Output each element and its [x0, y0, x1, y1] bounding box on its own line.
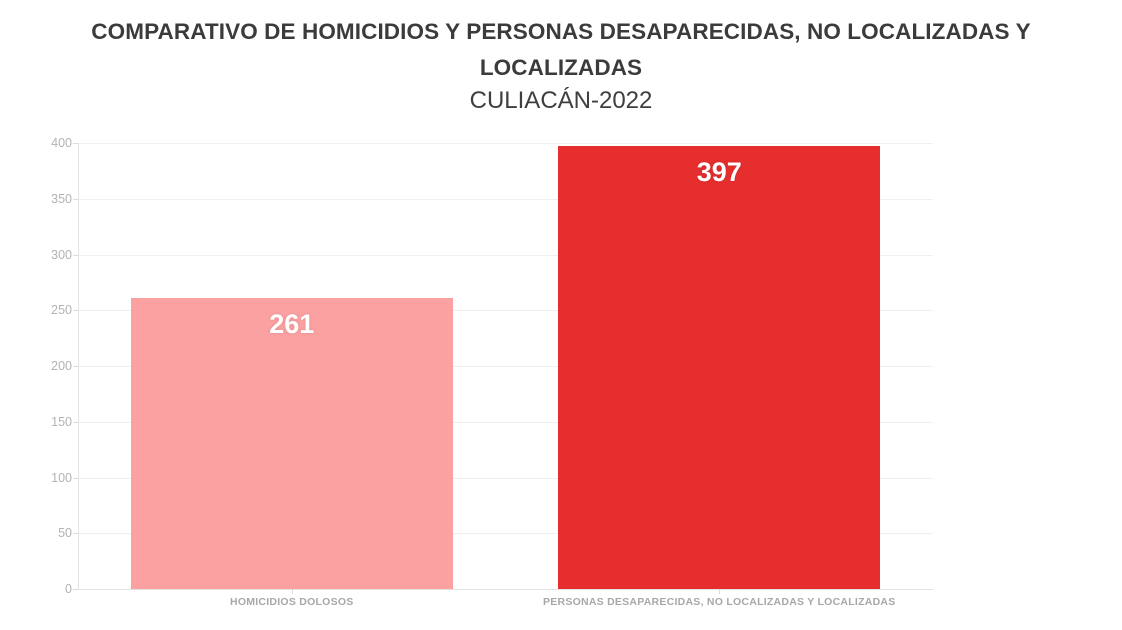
y-axis-tick-300 — [73, 254, 78, 256]
bar-value-label: 261 — [269, 308, 315, 339]
x-axis-category-label-1: HOMICIDIOS DOLOSOS — [229, 596, 354, 608]
y-axis-tick-100 — [73, 477, 78, 479]
chart-subtitle: CULIACÁN-2022 — [469, 87, 653, 114]
chart-title-line2: LOCALIZADAS — [479, 55, 643, 80]
x-axis-tick-2 — [719, 589, 721, 594]
y-axis-tick-0 — [73, 589, 78, 590]
y-axis-tick-label-150: 150 — [51, 414, 72, 429]
y-axis-tick-label-400: 400 — [51, 136, 72, 150]
y-axis-tick-label-100: 100 — [51, 470, 72, 485]
y-axis-tick-label-0: 0 — [65, 582, 72, 596]
y-axis-tick-250 — [73, 310, 78, 312]
gridline-400 — [78, 143, 933, 144]
y-axis-tick-label-250: 250 — [51, 303, 72, 318]
y-axis-tick-50 — [73, 533, 78, 535]
gridline-200 — [78, 366, 933, 367]
chart-title-line1: COMPARATIVO DE HOMICIDIOS Y PERSONAS DES… — [91, 19, 1031, 44]
y-axis-tick-label-350: 350 — [51, 191, 72, 206]
bar-personas-desaparecidas-no-localizadas-y-localizadas: 397 — [558, 146, 881, 589]
y-axis-tick-150 — [73, 421, 78, 423]
y-axis-tick-400 — [73, 143, 78, 144]
y-axis-line — [78, 143, 79, 589]
gridline-350 — [78, 198, 933, 200]
x-axis-tick-1 — [291, 589, 293, 594]
bar-homicidios-dolosos: 261 — [130, 297, 453, 589]
gridline-0 — [78, 589, 933, 590]
bar-value-label: 397 — [696, 157, 742, 188]
y-axis-tick-label-50: 50 — [58, 526, 72, 541]
x-axis-category-label-2: PERSONAS DESAPARECIDAS, NO LOCALIZADAS Y… — [542, 596, 896, 608]
gridline-300 — [78, 254, 933, 256]
gridline-150 — [78, 421, 933, 423]
y-axis-tick-label-300: 300 — [51, 247, 72, 262]
y-axis-tick-label-200: 200 — [51, 359, 72, 373]
gridline-50 — [78, 533, 933, 535]
y-axis-tick-350 — [73, 198, 78, 200]
gridline-100 — [78, 477, 933, 479]
y-axis-tick-200 — [73, 366, 78, 367]
gridline-250 — [78, 310, 933, 312]
